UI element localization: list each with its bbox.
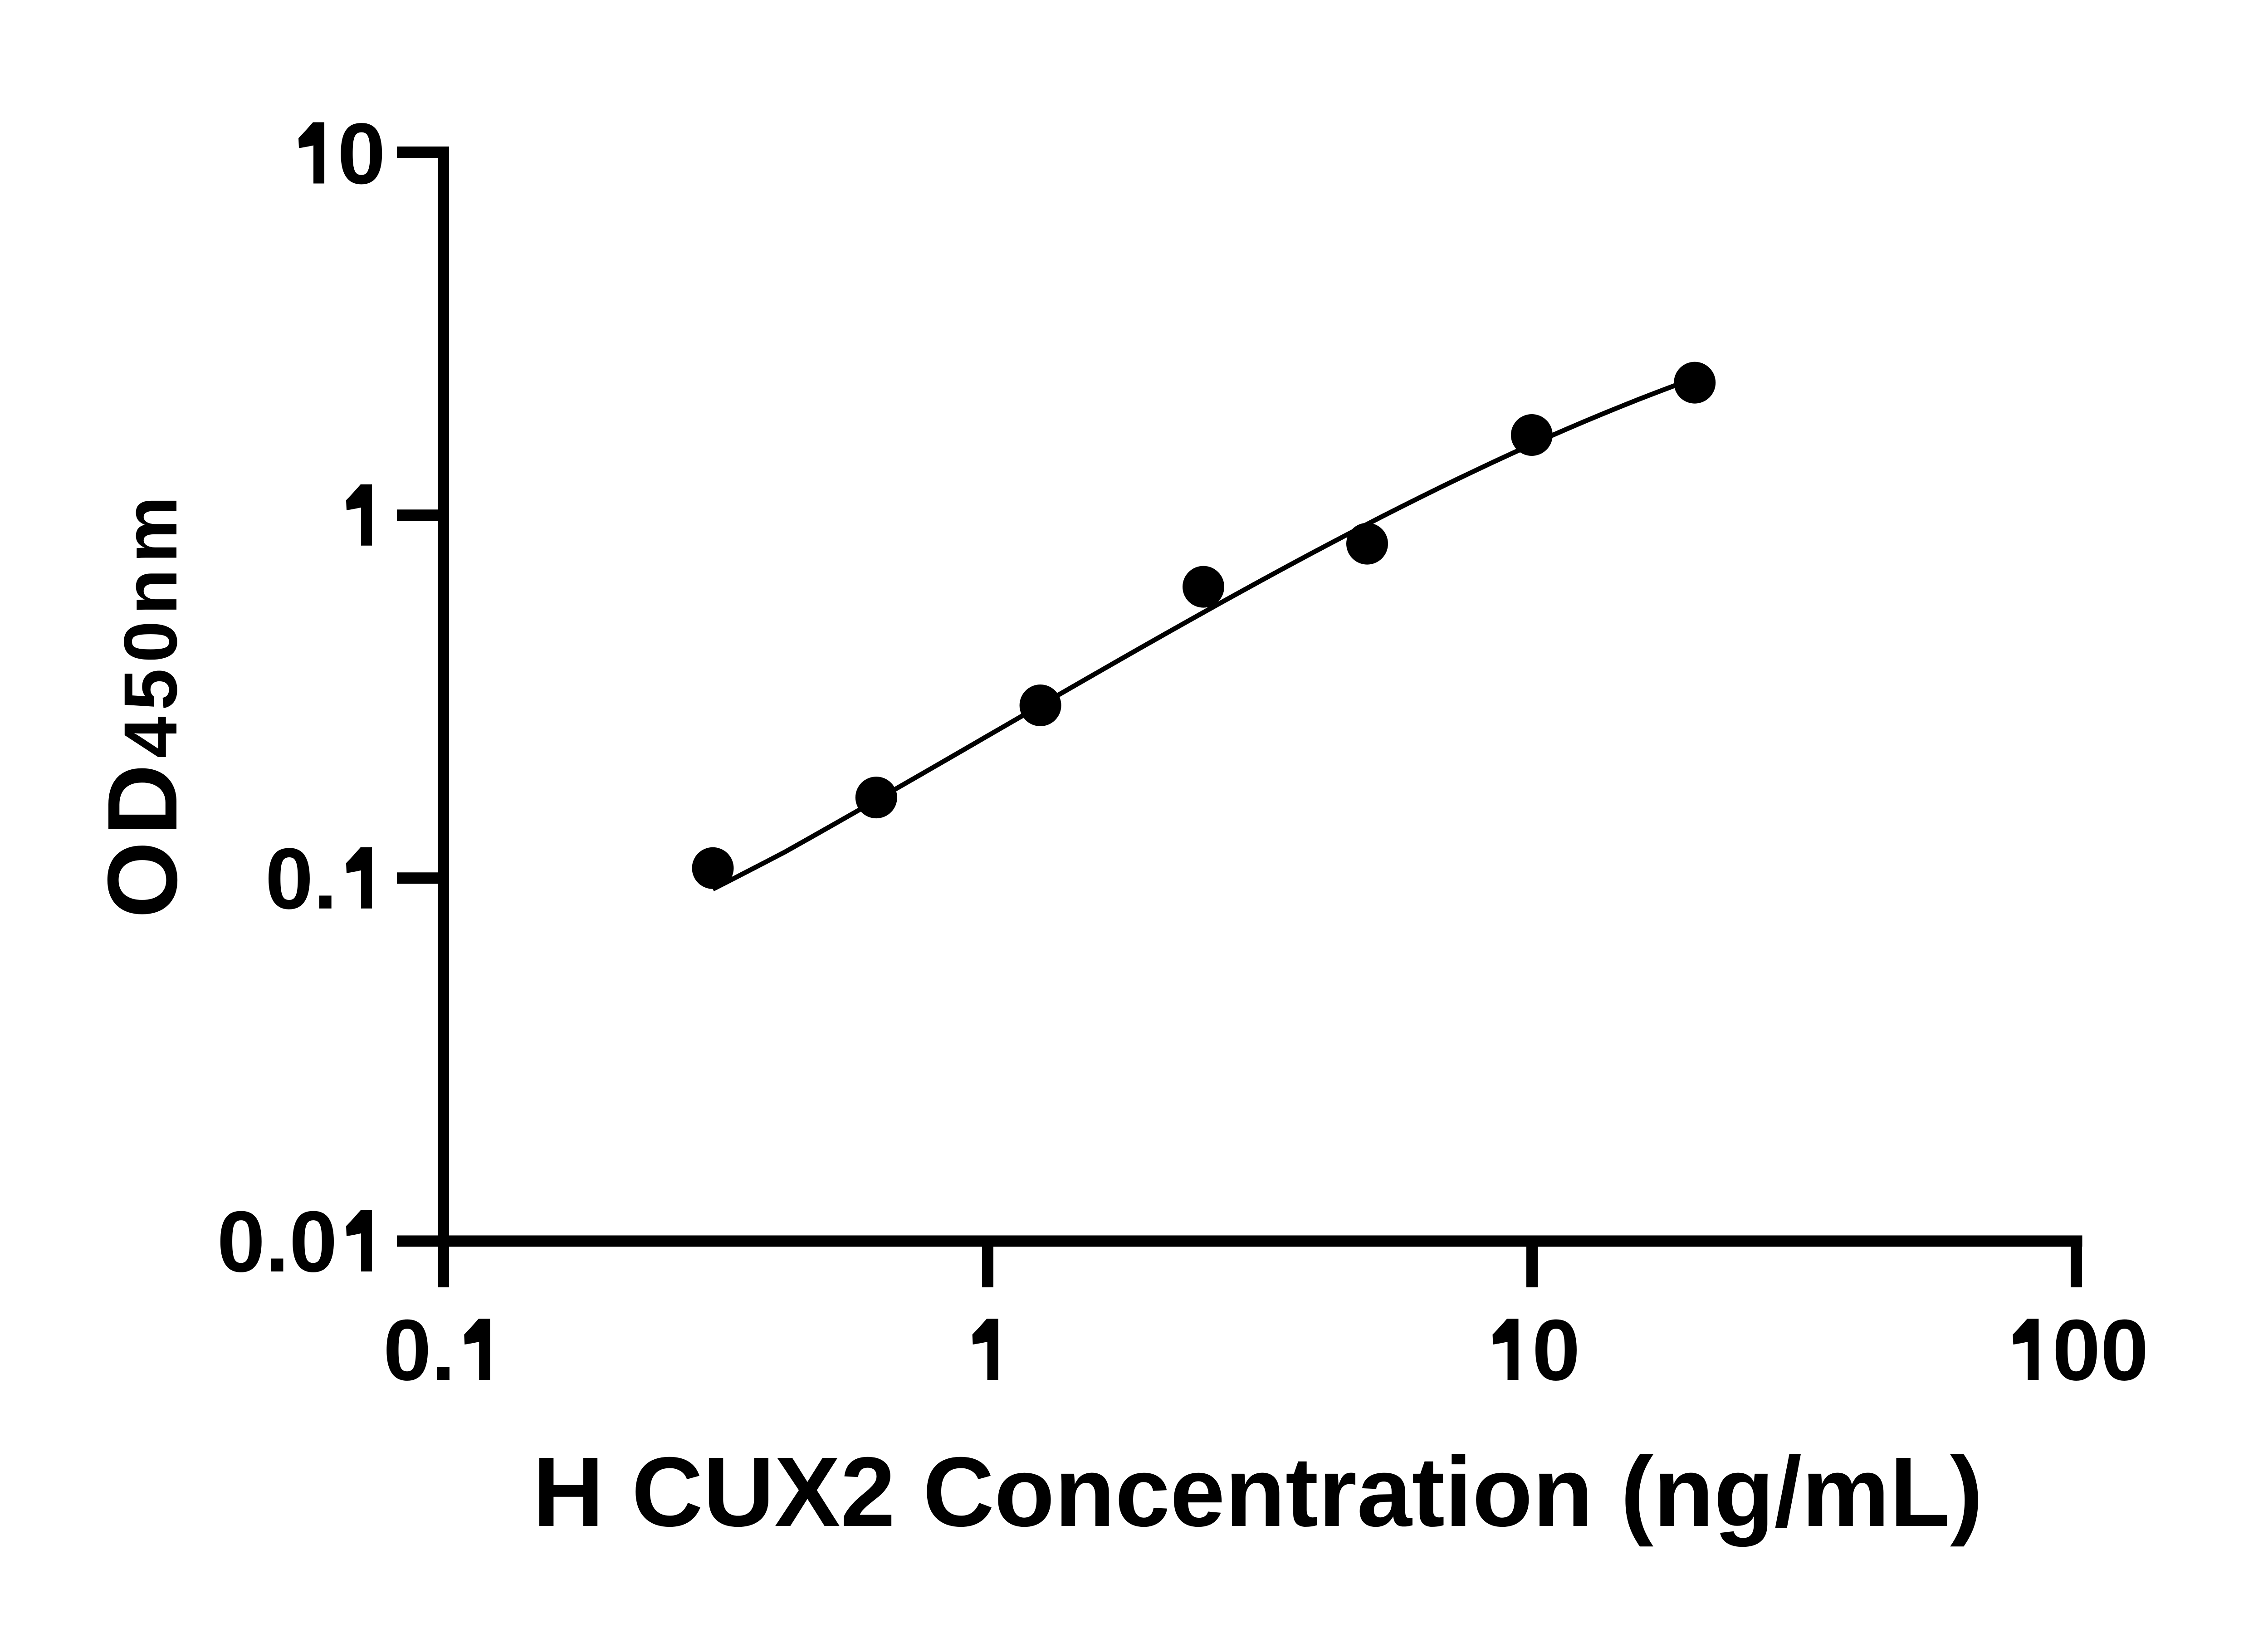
svg-text:0.: 0. [383,1302,455,1398]
svg-text:0.: 0. [265,831,337,927]
svg-text:0.0: 0.0 [217,1193,337,1290]
svg-text:00: 00 [2052,1302,2148,1398]
svg-text:OD450nm: OD450nm [88,490,198,919]
svg-text:0: 0 [1532,1302,1580,1398]
svg-text:0: 0 [337,106,386,202]
svg-text:H CUX2 Concentration (ng/mL): H CUX2 Concentration (ng/mL) [533,1437,1983,1547]
